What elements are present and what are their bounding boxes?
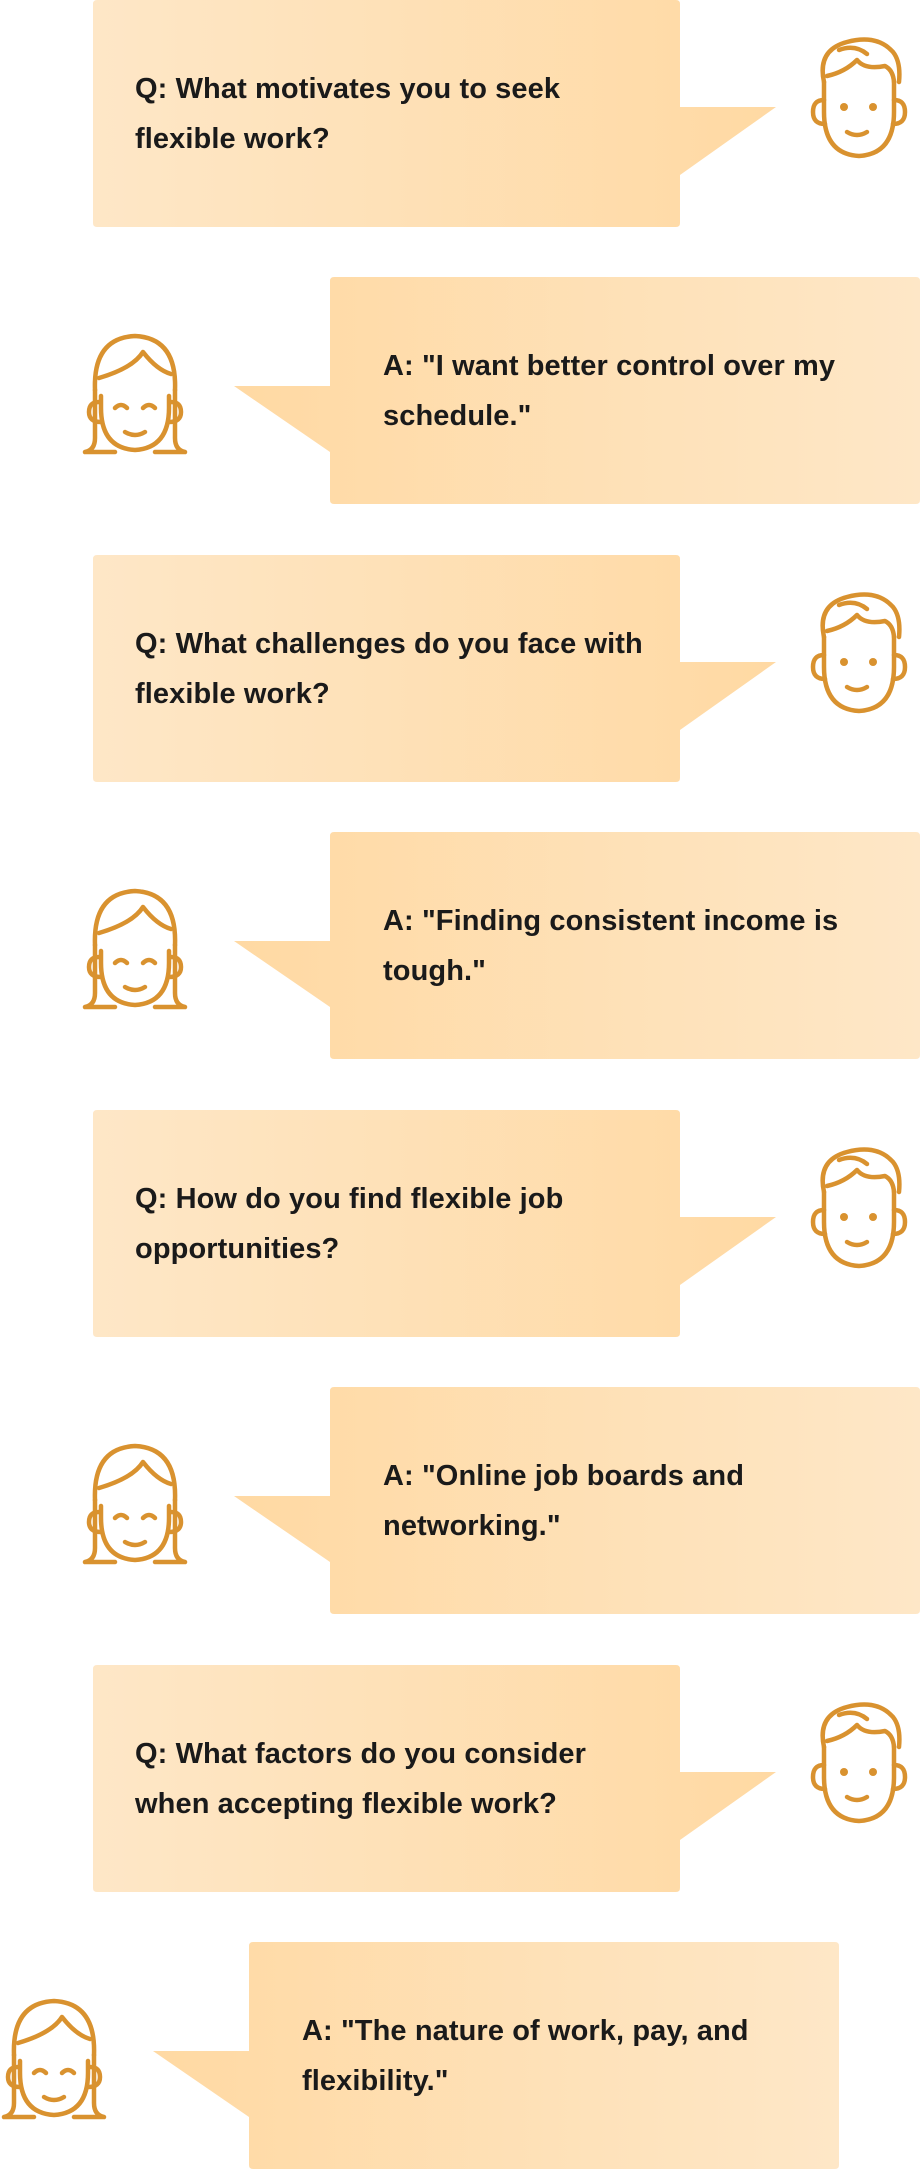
answer-text: A: "The nature of work, pay, and flexibi… (302, 2015, 749, 2097)
speech-bubble-shape (93, 1665, 776, 1892)
male-face-icon (797, 1140, 917, 1276)
question-bubble: Q: What challenges do you face with flex… (93, 555, 781, 782)
speech-bubble-shape (153, 1942, 839, 2169)
female-face-icon (75, 326, 195, 462)
answer-text: A: "I want better control over my schedu… (383, 350, 836, 432)
speech-bubble-shape (234, 277, 920, 504)
male-face-icon (797, 1695, 917, 1831)
question-bubble: Q: What factors do you consider when acc… (93, 1665, 781, 1892)
answer-bubble: A: "The nature of work, pay, and flexibi… (153, 1942, 839, 2169)
answer-bubble: A: "I want better control over my schedu… (234, 277, 920, 504)
male-face-icon (797, 585, 917, 721)
answer-bubble: A: "Finding consistent income is tough." (234, 832, 920, 1059)
answer-text: A: "Online job boards and networking." (383, 1460, 745, 1542)
speech-bubble-shape (93, 1110, 776, 1337)
male-face-icon (797, 30, 917, 166)
answer-bubble: A: "Online job boards and networking." (234, 1387, 920, 1614)
speech-bubble-shape (93, 0, 776, 227)
question-text: Q: What challenges do you face with flex… (135, 628, 643, 710)
answer-text: A: "Finding consistent income is tough." (383, 905, 839, 987)
question-text: Q: How do you find flexible job opportun… (135, 1183, 564, 1265)
question-text: Q: What motivates you to seek flexible w… (135, 73, 561, 155)
speech-bubble-shape (234, 832, 920, 1059)
speech-bubble-shape (93, 555, 776, 782)
question-bubble: Q: How do you find flexible job opportun… (93, 1110, 781, 1337)
question-bubble: Q: What motivates you to seek flexible w… (93, 0, 781, 227)
question-text: Q: What factors do you consider when acc… (135, 1738, 587, 1820)
speech-bubble-shape (234, 1387, 920, 1614)
female-face-icon (75, 1436, 195, 1572)
female-face-icon (75, 881, 195, 1017)
female-face-icon (0, 1991, 114, 2127)
